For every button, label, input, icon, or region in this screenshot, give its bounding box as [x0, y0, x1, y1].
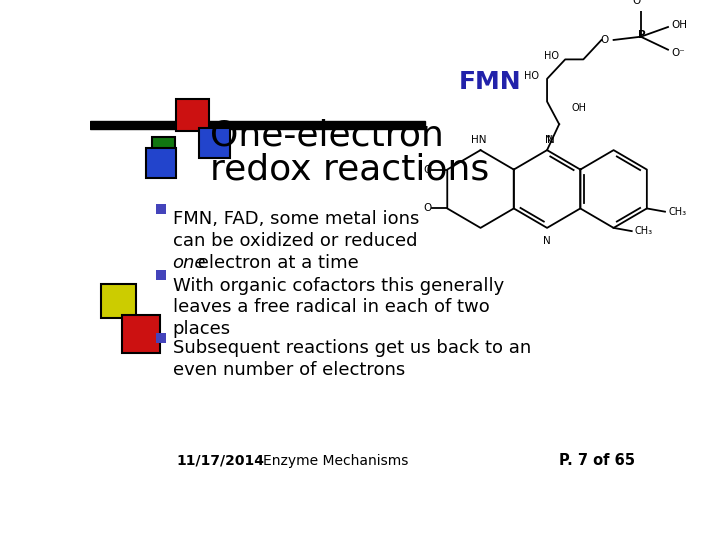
Bar — [145, 148, 176, 178]
Text: O⁻: O⁻ — [671, 48, 685, 58]
Bar — [153, 137, 175, 158]
Bar — [176, 99, 209, 131]
Text: one: one — [173, 254, 206, 272]
Text: Enzyme Mechanisms: Enzyme Mechanisms — [263, 454, 408, 468]
Bar — [156, 270, 166, 280]
Text: OH: OH — [671, 21, 687, 30]
Text: electron at a time: electron at a time — [192, 254, 359, 272]
Text: even number of electrons: even number of electrons — [173, 361, 405, 379]
Text: places: places — [173, 320, 230, 338]
Text: With organic cofactors this generally: With organic cofactors this generally — [173, 277, 504, 295]
Text: 11/17/2014: 11/17/2014 — [176, 454, 264, 468]
Text: leaves a free radical in each of two: leaves a free radical in each of two — [173, 299, 490, 316]
Bar — [199, 129, 230, 158]
Text: O: O — [600, 35, 609, 45]
Text: can be oxidized or reduced: can be oxidized or reduced — [173, 232, 417, 250]
Text: HO: HO — [544, 51, 559, 61]
Bar — [90, 121, 425, 129]
Text: Subsequent reactions get us back to an: Subsequent reactions get us back to an — [173, 339, 531, 357]
Text: N: N — [545, 135, 552, 145]
Text: P. 7 of 65: P. 7 of 65 — [559, 453, 635, 468]
Text: O: O — [423, 165, 432, 174]
Text: N: N — [547, 135, 555, 145]
Text: redox reactions: redox reactions — [210, 152, 489, 186]
Text: P: P — [639, 30, 646, 40]
Bar — [122, 315, 161, 353]
Text: CH₃: CH₃ — [668, 207, 686, 217]
Bar — [156, 204, 166, 214]
Text: One-electron: One-electron — [210, 119, 444, 153]
Bar — [156, 333, 166, 342]
Text: HO: HO — [524, 71, 539, 80]
Text: CH₃: CH₃ — [635, 226, 653, 236]
Text: HN: HN — [472, 135, 487, 145]
Text: N: N — [543, 236, 551, 246]
Text: FMN: FMN — [459, 70, 521, 94]
Text: OH: OH — [571, 103, 586, 113]
Text: FMN, FAD, some metal ions: FMN, FAD, some metal ions — [173, 210, 419, 228]
Text: O: O — [632, 0, 640, 6]
Text: O: O — [423, 204, 432, 213]
Bar — [101, 285, 136, 319]
